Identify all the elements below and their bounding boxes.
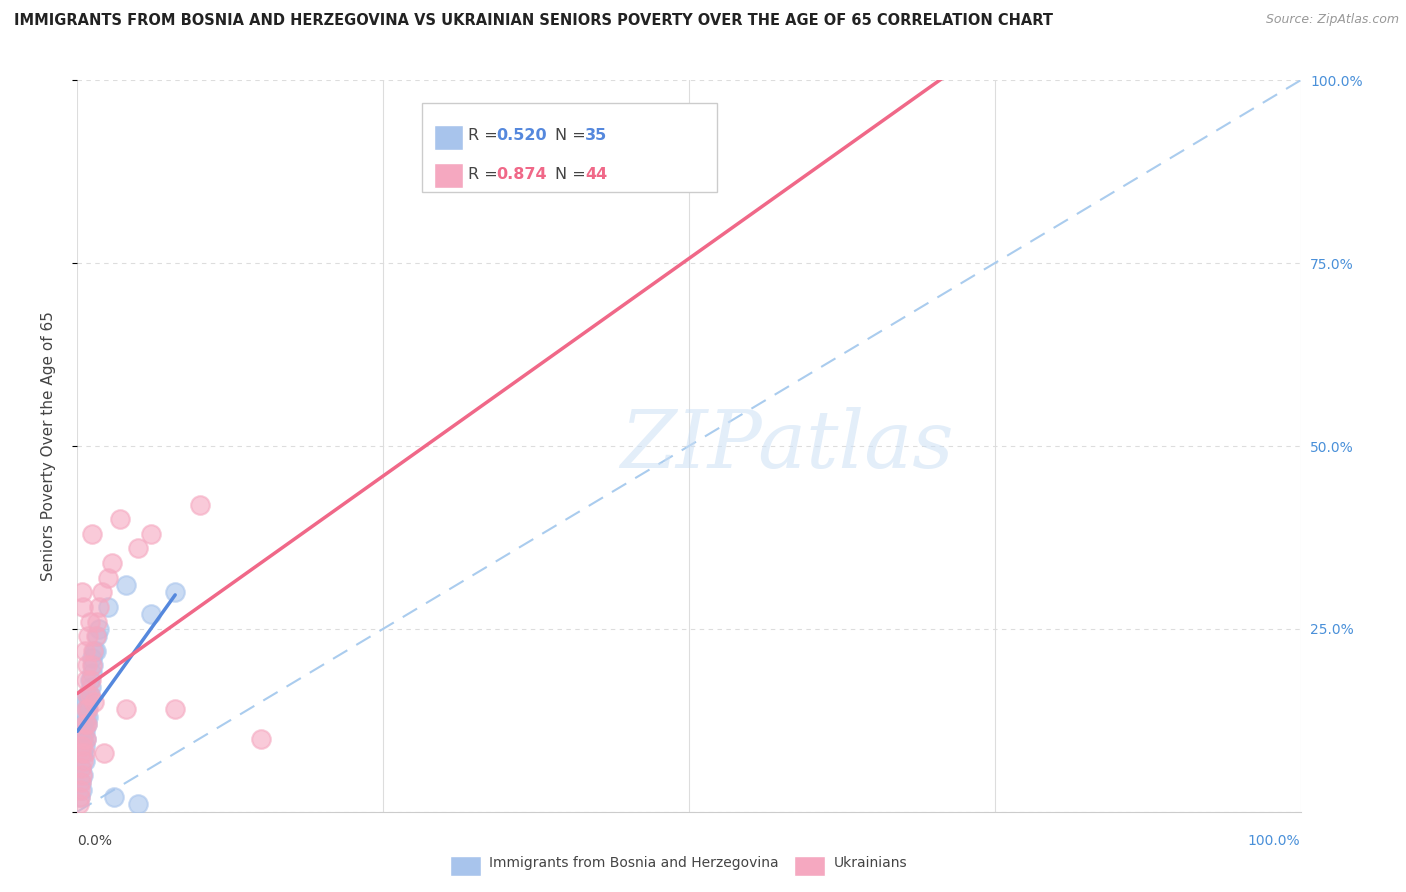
Point [70,746,93,760]
Point [115,578,138,592]
Point [77,629,100,643]
Point [165,585,187,599]
Point [70,739,93,753]
Point [115,702,138,716]
Point [89,599,111,614]
Text: 0.0%: 0.0% [77,834,112,848]
Point [72,599,94,614]
Point [97,571,120,585]
Point [84,644,107,658]
Point [70,775,93,789]
Text: IMMIGRANTS FROM BOSNIA AND HERZEGOVINA VS UKRAINIAN SENIORS POVERTY OVER THE AGE: IMMIGRANTS FROM BOSNIA AND HERZEGOVINA V… [14,13,1053,29]
Point [128,797,150,812]
Text: 0.520: 0.520 [496,128,547,144]
Point [73,717,96,731]
Point [80,651,103,665]
Point [82,644,104,658]
Point [72,717,94,731]
Point [80,658,103,673]
Point [80,526,103,541]
Point [76,688,98,702]
Point [75,731,97,746]
Point [83,644,105,658]
Point [70,768,93,782]
Y-axis label: Seniors Poverty Over the Age of 65: Seniors Poverty Over the Age of 65 [42,311,56,581]
Text: N =: N = [555,167,592,182]
Point [79,673,101,687]
Point [93,746,115,760]
Point [75,673,97,687]
Text: 100.0%: 100.0% [1249,834,1301,848]
Point [86,615,108,629]
Point [80,673,103,687]
Point [75,709,97,723]
Point [86,629,108,643]
Point [83,695,105,709]
Text: 0.874: 0.874 [496,167,547,182]
Point [77,702,100,716]
Point [80,665,103,680]
Point [79,615,101,629]
Point [72,731,94,746]
Point [76,717,98,731]
Point [76,658,98,673]
Point [69,782,91,797]
Point [75,695,97,709]
Text: R =: R = [468,167,503,182]
Point [79,688,101,702]
Point [165,702,187,716]
Point [70,775,93,789]
Text: R =: R = [468,128,503,144]
Point [77,709,100,723]
Point [79,688,101,702]
Point [69,790,91,805]
Point [70,782,93,797]
Point [73,746,96,760]
Text: Source: ZipAtlas.com: Source: ZipAtlas.com [1265,13,1399,27]
Point [72,746,94,760]
Point [77,695,100,709]
Text: 44: 44 [585,167,607,182]
Point [76,688,98,702]
Point [89,622,111,636]
Point [139,607,162,622]
Text: Immigrants from Bosnia and Herzegovina: Immigrants from Bosnia and Herzegovina [489,855,779,870]
Point [128,541,150,556]
Point [70,761,93,775]
Point [84,629,107,643]
Point [188,498,211,512]
Point [72,731,94,746]
Point [76,702,98,716]
Point [139,526,162,541]
Point [73,724,96,739]
Text: ZIPatlas: ZIPatlas [620,408,953,484]
Point [73,739,96,753]
Point [75,731,97,746]
Point [100,556,122,570]
Point [82,658,104,673]
Point [73,644,96,658]
Point [70,761,93,775]
Point [75,702,97,716]
Point [69,790,91,805]
Point [97,599,120,614]
Text: N =: N = [555,128,592,144]
Text: Ukrainians: Ukrainians [834,855,907,870]
Point [67,797,90,812]
Point [72,768,94,782]
Point [80,681,103,695]
Point [72,754,94,768]
Point [73,754,96,768]
Point [70,585,93,599]
Point [103,790,125,805]
Text: 35: 35 [585,128,607,144]
Point [90,585,112,599]
Point [76,717,98,731]
Point [108,512,131,526]
Point [250,731,273,746]
